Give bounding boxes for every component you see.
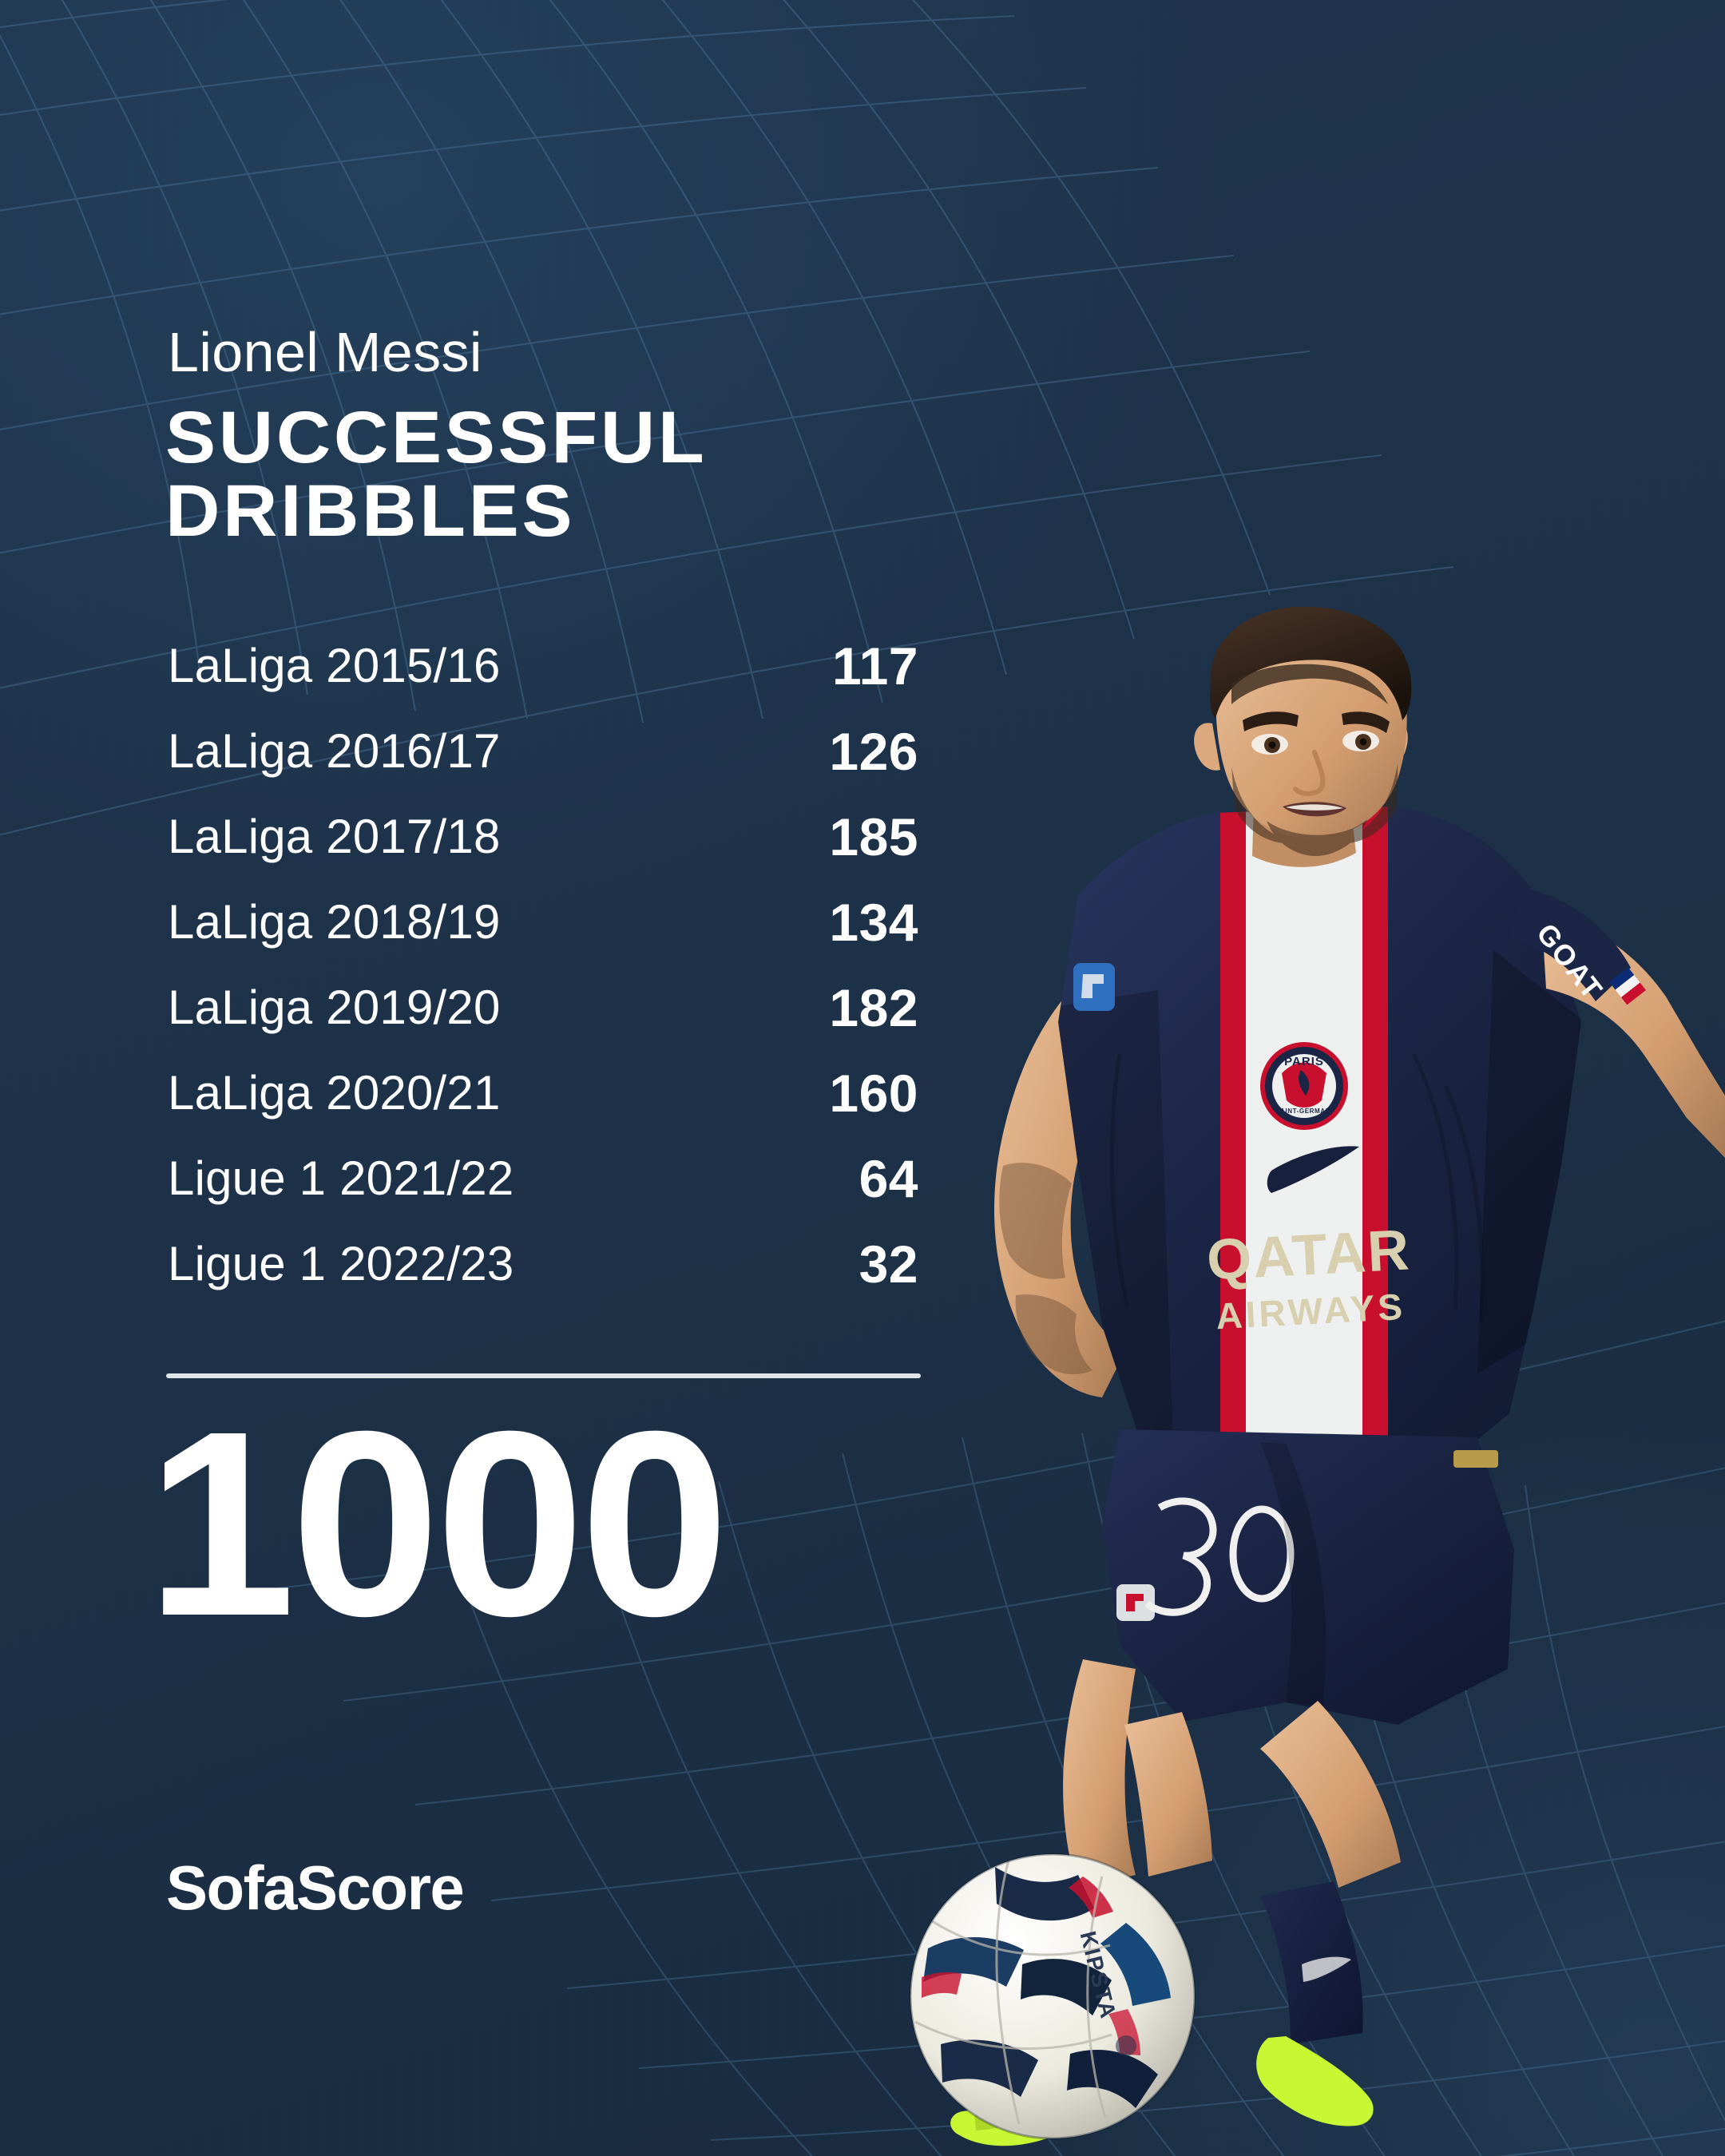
season-label: LaLiga 2016/17 [168,723,501,778]
svg-text:SAINT-GERMAIN: SAINT-GERMAIN [1275,1108,1333,1115]
svg-text:GOAT: GOAT [1530,917,1610,1006]
list-item: LaLiga 2019/20 182 [0,965,926,1050]
season-label: LaLiga 2015/16 [168,638,501,692]
season-label: LaLiga 2019/20 [168,980,501,1034]
list-item: LaLiga 2017/18 185 [0,794,926,879]
season-value: 117 [832,636,918,696]
list-item: LaLiga 2018/19 134 [0,879,926,965]
sofascore-logo: SofaScore [166,1853,465,1923]
season-label: Ligue 1 2021/22 [168,1151,514,1205]
list-item: LaLiga 2016/17 126 [0,708,926,794]
season-value: 160 [829,1063,918,1123]
season-value: 182 [829,977,918,1037]
season-label: LaLiga 2017/18 [168,809,501,863]
season-value: 185 [829,807,918,866]
season-label: LaLiga 2018/19 [168,894,501,949]
list-item: Ligue 1 2021/22 64 [0,1135,926,1221]
season-label: Ligue 1 2022/23 [168,1236,514,1290]
player-name: Lionel Messi [168,321,482,383]
season-value: 134 [829,892,918,952]
svg-text:QATAR: QATAR [1205,1218,1412,1292]
svg-text:PARIS: PARIS [1284,1055,1324,1068]
list-item: LaLiga 2020/21 160 [0,1050,926,1135]
content-column: Lionel Messi SUCCESSFUL DRIBBLES LaLiga … [0,321,926,1923]
total-divider [166,1373,921,1378]
season-value: 32 [859,1234,918,1294]
list-item: LaLiga 2015/16 117 [0,623,926,708]
list-item: Ligue 1 2022/23 32 [0,1221,926,1306]
season-label: LaLiga 2020/21 [168,1065,501,1120]
page-title: SUCCESSFUL DRIBBLES [165,397,706,552]
total-value: 1000 [146,1376,729,1671]
season-value: 64 [859,1148,918,1208]
season-value: 126 [829,721,918,781]
svg-text:AIRWAYS: AIRWAYS [1215,1286,1406,1337]
stats-list: LaLiga 2015/16 117 LaLiga 2016/17 126 La… [0,623,926,1306]
svg-text:KIPSTA: KIPSTA [1076,1928,1121,2022]
svg-text:PSG: PSG [1089,2035,1132,2059]
